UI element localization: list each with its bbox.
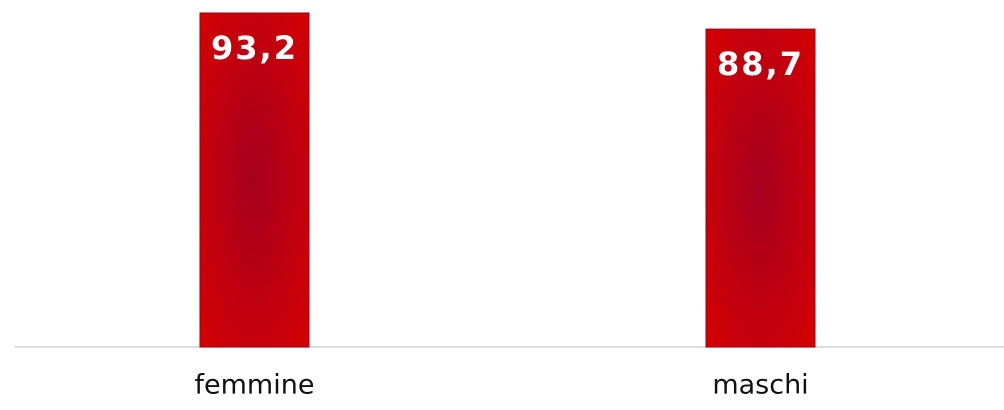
- x-tick-label: maschi: [712, 370, 808, 401]
- bar: [199, 12, 310, 348]
- x-tick-label: femmine: [195, 370, 315, 401]
- data-label: 88,7: [717, 45, 804, 83]
- data-label: 93,2: [211, 29, 298, 67]
- bar: [705, 28, 816, 348]
